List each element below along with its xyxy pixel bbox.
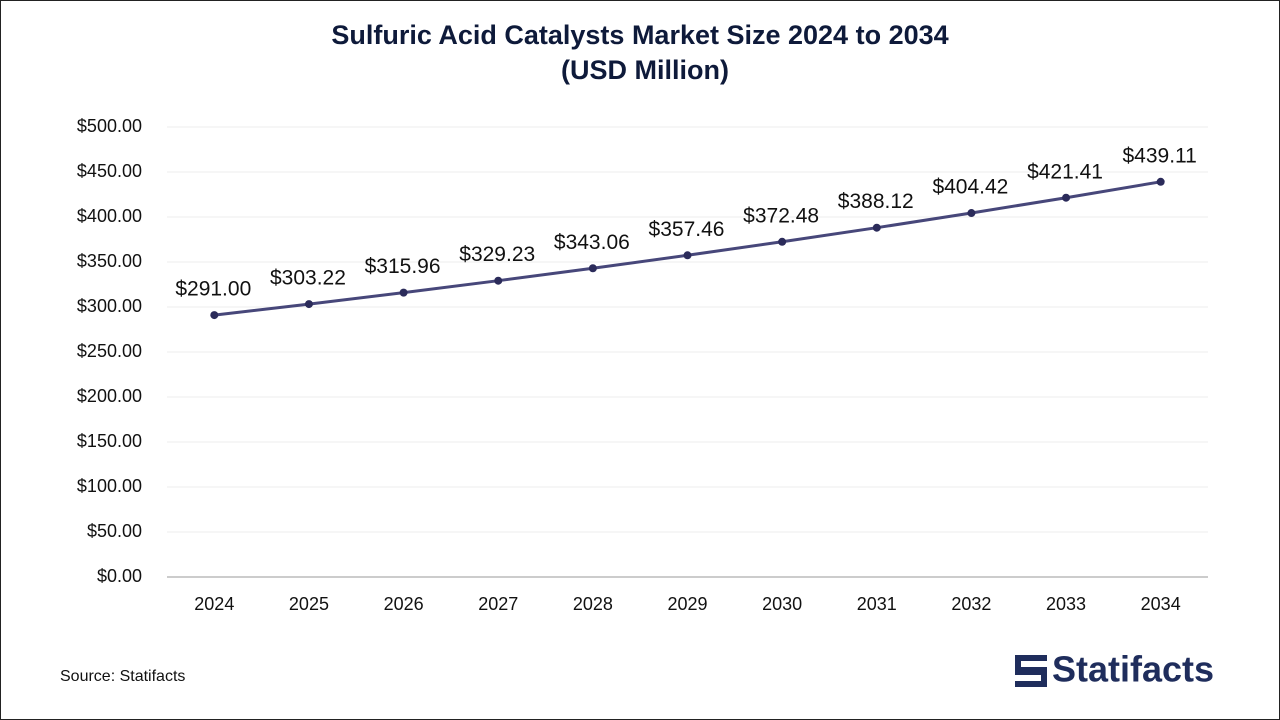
data-label: $357.46 bbox=[649, 218, 725, 241]
point bbox=[872, 223, 881, 232]
point bbox=[588, 264, 597, 273]
data-label: $329.23 bbox=[459, 243, 535, 266]
y-tick-label: $400.00 bbox=[77, 206, 142, 226]
data-label: $388.12 bbox=[838, 190, 914, 213]
y-tick-label: $250.00 bbox=[77, 341, 142, 361]
x-tick-label: 2033 bbox=[1046, 594, 1086, 614]
y-tick-label: $50.00 bbox=[87, 521, 142, 541]
x-tick-label: 2032 bbox=[951, 594, 991, 614]
point bbox=[494, 276, 503, 285]
x-tick-label: 2029 bbox=[667, 594, 707, 614]
source: Source: Statifacts bbox=[60, 668, 185, 685]
y-tick-label: $100.00 bbox=[77, 476, 142, 496]
x-tick-label: 2028 bbox=[573, 594, 613, 614]
point bbox=[210, 311, 219, 320]
y-tick-label: $350.00 bbox=[77, 251, 142, 271]
data-label: $291.00 bbox=[175, 278, 251, 301]
point bbox=[1156, 177, 1165, 186]
logo-text: Statifacts bbox=[1052, 649, 1214, 690]
y-tick-label: $200.00 bbox=[77, 386, 142, 406]
x-tick-label: 2030 bbox=[762, 594, 802, 614]
point bbox=[967, 209, 976, 218]
x-tick-label: 2026 bbox=[384, 594, 424, 614]
data-label: $372.48 bbox=[743, 204, 819, 227]
data-label: $421.41 bbox=[1027, 160, 1103, 183]
point bbox=[304, 300, 313, 309]
x-tick-label: 2024 bbox=[194, 594, 234, 614]
x-tick-label: 2034 bbox=[1141, 594, 1181, 614]
y-tick-label: $500.00 bbox=[77, 116, 142, 136]
point bbox=[683, 251, 692, 260]
chart-title: Sulfuric Acid Catalysts Market Size 2024… bbox=[331, 20, 948, 50]
point bbox=[399, 288, 408, 297]
data-label: $303.22 bbox=[270, 267, 346, 290]
logo: Statifacts bbox=[1015, 649, 1214, 690]
data-label: $315.96 bbox=[365, 255, 441, 278]
data-label: $439.11 bbox=[1123, 144, 1197, 167]
point bbox=[778, 237, 787, 246]
y-tick-label: $450.00 bbox=[77, 161, 142, 181]
chart-subtitle: (USD Million) bbox=[561, 55, 729, 85]
point bbox=[1062, 193, 1071, 202]
data-label: $404.42 bbox=[932, 176, 1008, 199]
x-tick-label: 2025 bbox=[289, 594, 329, 614]
data-label: $343.06 bbox=[554, 231, 630, 254]
y-tick-label: $150.00 bbox=[77, 431, 142, 451]
logo-icon bbox=[1015, 655, 1047, 687]
y-tick-label: $300.00 bbox=[77, 296, 142, 316]
x-tick-label: 2031 bbox=[857, 594, 897, 614]
y-tick-label: $0.00 bbox=[97, 566, 142, 586]
x-tick-label: 2027 bbox=[478, 594, 518, 614]
